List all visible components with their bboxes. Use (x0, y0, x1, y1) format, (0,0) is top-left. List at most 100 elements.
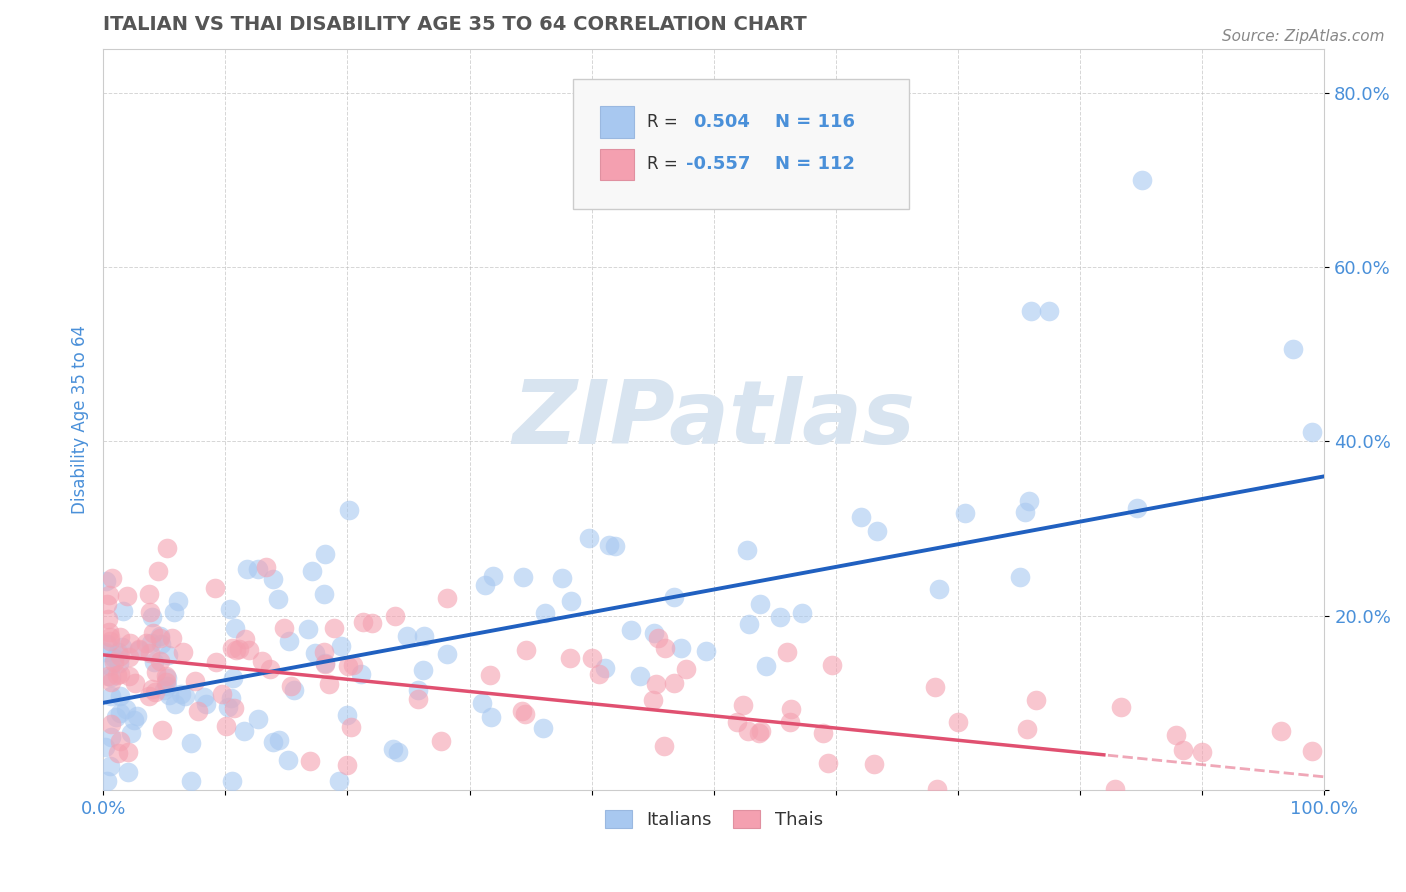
Point (108, 733, 131, 747)
Point (749, 724, 772, 739)
Point (184, 674, 207, 689)
Point (735, 543, 758, 558)
Point (1126, 501, 1149, 516)
Point (100, 571, 122, 585)
Point (430, 733, 453, 747)
Point (531, 721, 554, 735)
Point (135, 636, 157, 650)
Point (780, 702, 803, 716)
Point (180, 774, 202, 789)
Point (849, 509, 872, 524)
Point (725, 714, 748, 729)
Legend: Italians, Thais: Italians, Thais (598, 803, 830, 837)
Point (336, 659, 359, 673)
Point (748, 726, 770, 740)
Text: ZIPatlas: ZIPatlas (512, 376, 915, 463)
Point (100, 716, 122, 731)
Point (94, 645, 117, 659)
Point (695, 644, 717, 658)
Point (98, 634, 121, 648)
Point (97, 588, 120, 602)
Point (620, 624, 643, 638)
Point (924, 681, 946, 695)
Point (156, 648, 179, 662)
Point (927, 782, 949, 797)
Point (1173, 743, 1195, 757)
Point (211, 687, 233, 701)
Point (98, 759, 121, 773)
Point (107, 746, 129, 760)
Point (1019, 303, 1042, 318)
Point (262, 573, 284, 587)
Point (98, 658, 121, 673)
Point (111, 640, 134, 654)
Point (103, 656, 125, 670)
Point (406, 682, 429, 697)
Point (221, 774, 243, 789)
Point (139, 606, 162, 620)
Point (141, 681, 163, 696)
Point (108, 689, 131, 703)
Text: 0.504: 0.504 (693, 113, 749, 131)
Text: R =: R = (647, 155, 682, 173)
Point (233, 723, 256, 738)
Point (269, 732, 291, 747)
Point (195, 697, 218, 711)
Point (512, 704, 534, 718)
Point (395, 629, 418, 643)
Point (224, 701, 246, 715)
Point (1038, 303, 1060, 318)
Point (204, 582, 226, 596)
Point (664, 676, 686, 690)
Point (254, 560, 277, 574)
Point (671, 640, 693, 655)
Point (817, 756, 839, 770)
Point (180, 736, 202, 750)
Point (314, 547, 336, 561)
Point (551, 571, 574, 585)
Point (652, 739, 675, 753)
Point (173, 690, 195, 704)
Y-axis label: Disability Age 35 to 64: Disability Age 35 to 64 (72, 326, 89, 514)
Point (312, 587, 335, 601)
Point (139, 636, 162, 650)
Point (731, 698, 754, 713)
Point (125, 709, 148, 723)
Point (149, 629, 172, 643)
Point (156, 541, 179, 555)
Point (382, 741, 405, 756)
Point (124, 676, 146, 690)
Point (172, 645, 194, 659)
Point (342, 657, 364, 672)
Point (225, 642, 247, 657)
Point (228, 641, 250, 656)
Point (148, 564, 170, 578)
Point (776, 645, 799, 659)
Point (581, 651, 603, 665)
Point (738, 616, 761, 631)
Point (1191, 745, 1213, 759)
Point (155, 669, 177, 683)
Point (593, 661, 616, 675)
Point (108, 706, 131, 720)
Point (1104, 782, 1126, 797)
Point (145, 665, 167, 680)
Point (153, 682, 176, 697)
Point (512, 570, 534, 584)
Point (143, 655, 166, 669)
Point (94, 740, 117, 755)
Point (588, 666, 610, 681)
Point (534, 607, 557, 621)
Point (330, 639, 353, 653)
Point (821, 658, 844, 673)
Point (108, 648, 131, 663)
Point (247, 712, 270, 726)
Point (340, 720, 363, 734)
Point (98, 630, 121, 644)
Point (436, 591, 458, 606)
Point (115, 702, 138, 716)
Point (118, 650, 141, 665)
Point (97, 612, 120, 626)
Point (1130, 173, 1153, 187)
Point (108, 656, 131, 670)
